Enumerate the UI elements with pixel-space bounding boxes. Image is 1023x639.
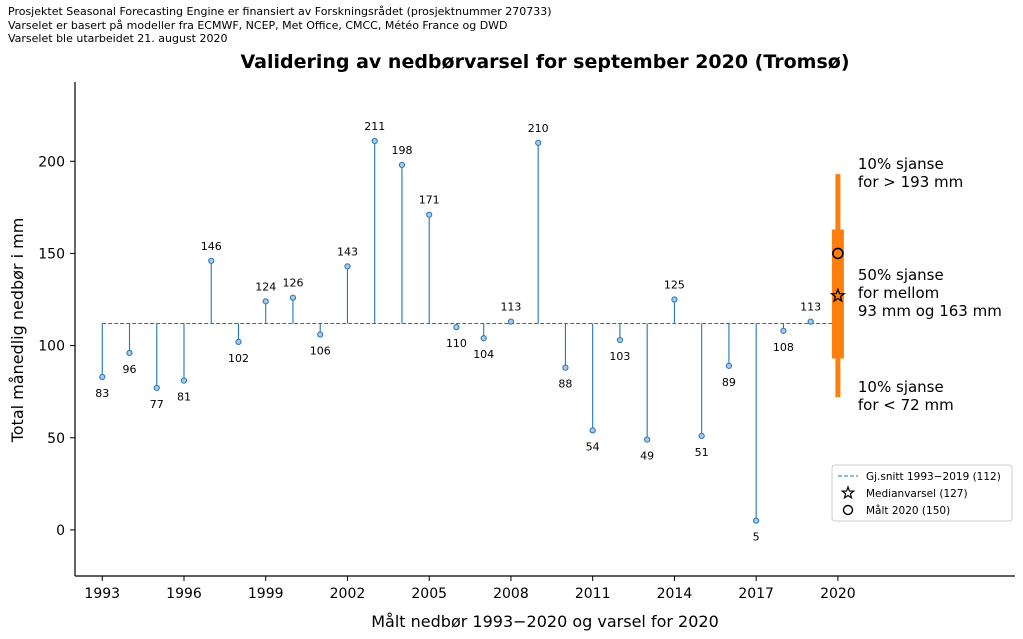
data-label: 81 (177, 391, 191, 404)
stem-marker (317, 331, 324, 338)
data-label: 143 (337, 245, 358, 258)
y-tick-label: 150 (38, 246, 65, 262)
legend-entry-label: Gj.snitt 1993−2019 (112) (866, 471, 1001, 483)
legend-entry-label: Medianvarsel (127) (866, 488, 968, 500)
stem-marker (616, 336, 624, 344)
stem-marker (725, 362, 733, 369)
legend: Gj.snitt 1993−2019 (112) Medianvarsel (12… (831, 464, 1013, 522)
forecast-annotation: for < 72 mm (858, 396, 954, 414)
stem-marker (507, 318, 515, 325)
data-label: 113 (500, 301, 521, 314)
data-label: 103 (609, 350, 630, 363)
credit-line-funding: Prosjektet Seasonal Forecasting Engine e… (8, 5, 552, 18)
stem-marker (344, 263, 351, 270)
data-label: 5 (753, 531, 760, 544)
y-tick-label: 50 (47, 431, 65, 447)
stem-marker (426, 211, 433, 218)
data-label: 125 (664, 279, 685, 292)
data-label: 146 (201, 240, 222, 253)
stem-marker (153, 384, 160, 392)
data-label: 106 (310, 345, 331, 358)
data-label: 210 (528, 122, 549, 135)
stem-marker (807, 318, 814, 325)
y-tick-label: 100 (38, 339, 65, 355)
x-tick-label: 2002 (330, 586, 366, 602)
x-tick-label: 2017 (738, 586, 774, 602)
stem-marker (589, 427, 596, 434)
x-tick-label: 1993 (84, 586, 120, 602)
x-tick-label: 2011 (575, 586, 611, 602)
data-label: 83 (95, 387, 109, 400)
data-label: 110 (446, 337, 467, 350)
data-label: 54 (586, 440, 600, 453)
x-tick-label: 2008 (493, 586, 529, 602)
stem-marker (453, 324, 460, 331)
x-axis-label: Målt nedbør 1993−2020 og varsel for 2020 (371, 612, 719, 631)
data-label: 96 (122, 363, 136, 376)
credits-text: Prosjektet Seasonal Forecasting Engine e… (8, 5, 552, 46)
data-label: 88 (558, 378, 572, 391)
legend-box (831, 464, 1013, 522)
y-axis-label: Total månedlig nedbør i mm (8, 218, 27, 444)
forecast-annotation: 10% sjanse (858, 378, 944, 396)
chart-title: Validering av nedbørvarsel for september… (240, 51, 849, 73)
data-label: 89 (722, 376, 736, 389)
x-tick-label: 2014 (657, 586, 693, 602)
stem-marker (126, 349, 133, 357)
x-tick-label: 2005 (411, 586, 447, 602)
data-label: 51 (695, 446, 709, 459)
credit-line-date: Varselet ble utarbeidet 21. august 2020 (8, 32, 228, 45)
stem-marker (398, 161, 406, 169)
stem-marker (208, 257, 215, 264)
credit-line-models: Varselet er basert på modeller fra ECMWF… (8, 18, 508, 32)
data-label: 126 (282, 277, 303, 290)
legend-circle-swatch (842, 504, 854, 516)
y-tick-label: 0 (56, 523, 65, 539)
x-tick-label: 1999 (248, 586, 284, 602)
data-label: 171 (419, 194, 440, 207)
x-tick-label: 1996 (166, 586, 202, 602)
stem-marker (371, 137, 378, 145)
stem-marker (753, 517, 760, 524)
stem-marker (289, 294, 297, 301)
forecast-annotation: 50% sjanse (858, 266, 944, 284)
data-label: 102 (228, 352, 249, 365)
data-label: 198 (391, 144, 412, 157)
data-label: 104 (473, 348, 494, 361)
stem-marker (780, 327, 787, 334)
forecast-annotation: for > 193 mm (858, 173, 963, 191)
y-tick-label: 200 (38, 154, 65, 170)
stem-marker (644, 436, 651, 443)
stem-marker (698, 432, 705, 440)
stem-marker (562, 364, 569, 371)
data-label: 124 (255, 280, 276, 293)
stem-marker (671, 296, 678, 303)
stem-marker (480, 335, 487, 342)
x-tick-label: 2020 (820, 586, 856, 602)
stem-marker (99, 373, 106, 381)
legend-entry-label: Målt 2020 (150) (866, 504, 950, 517)
forecast-annotation: for mellom (858, 284, 939, 302)
stem-marker (535, 139, 542, 146)
data-label: 49 (640, 450, 654, 463)
stem-marker (180, 377, 188, 384)
forecast-annotation: 93 mm og 163 mm (858, 302, 1002, 320)
data-label: 108 (773, 341, 794, 354)
legend-star-swatch (840, 485, 856, 500)
forecast-annotation: 10% sjanse (858, 155, 944, 173)
stem-marker (262, 298, 269, 305)
plot-area: 0 50 100 150 200 1993 1996 1999 2002 2005 2008 2011… (38, 82, 1015, 602)
observed-2020-marker (832, 247, 844, 260)
data-label: 113 (800, 301, 821, 314)
data-label: 77 (150, 398, 164, 411)
median-forecast-marker (829, 287, 846, 303)
stem-marker (235, 338, 242, 346)
data-label: 211 (364, 120, 385, 133)
